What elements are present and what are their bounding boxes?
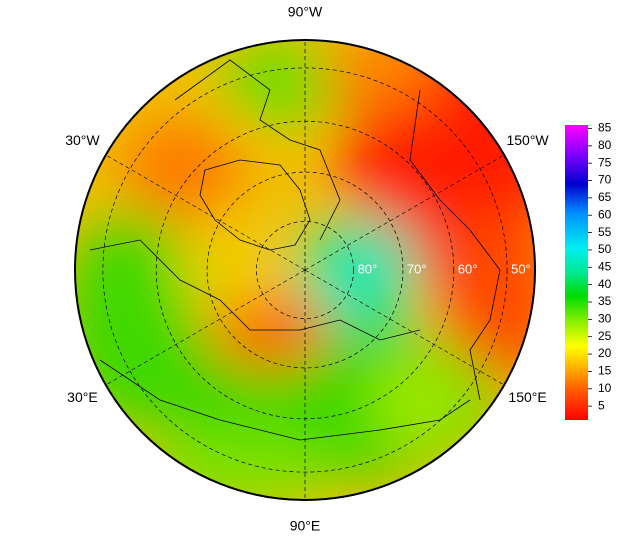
colorbar-label: 70: [598, 173, 612, 187]
latitude-circle: [256, 221, 354, 319]
colorbar-label: 65: [598, 190, 612, 204]
colorbar-label: 25: [598, 329, 612, 343]
latitude-circle: [102, 67, 508, 473]
colorbar-label: 60: [598, 207, 612, 221]
colorbar-label: 85: [598, 121, 612, 135]
meridian: [105, 269, 306, 386]
colorbar-label: 30: [598, 312, 612, 326]
field: [75, 40, 535, 500]
colorbar-label: 55: [598, 225, 612, 239]
colorbar-label: 80: [598, 138, 612, 152]
colorbar-label: 5: [598, 398, 605, 412]
colorbar-label: 15: [598, 364, 612, 378]
latitude-circle: [206, 171, 404, 369]
longitude-label: 90°W: [288, 4, 323, 20]
longitude-label: 150°W: [506, 132, 549, 148]
latitude-label: 80°: [358, 261, 378, 276]
colorbar-label: 40: [598, 277, 612, 291]
colorbar-label: 45: [598, 259, 612, 273]
longitude-label: 30°E: [67, 389, 98, 405]
colorbar-label: 75: [598, 155, 612, 169]
colorbar-label: 50: [598, 242, 612, 256]
longitude-label: 90°E: [290, 518, 321, 534]
latitude-label: 70°: [407, 261, 427, 276]
colorbar: [565, 125, 588, 420]
colorbar-label: 10: [598, 381, 612, 395]
longitude-label: 150°E: [508, 389, 546, 405]
map-border: [74, 39, 536, 501]
colorbar-label: 35: [598, 294, 612, 308]
meridian: [105, 154, 306, 271]
latitude-label: 50°: [511, 261, 531, 276]
latitude-label: 60°: [458, 261, 478, 276]
longitude-label: 30°W: [65, 132, 100, 148]
meridian: [304, 154, 505, 271]
colorbar-label: 20: [598, 346, 612, 360]
meridian: [304, 269, 505, 386]
